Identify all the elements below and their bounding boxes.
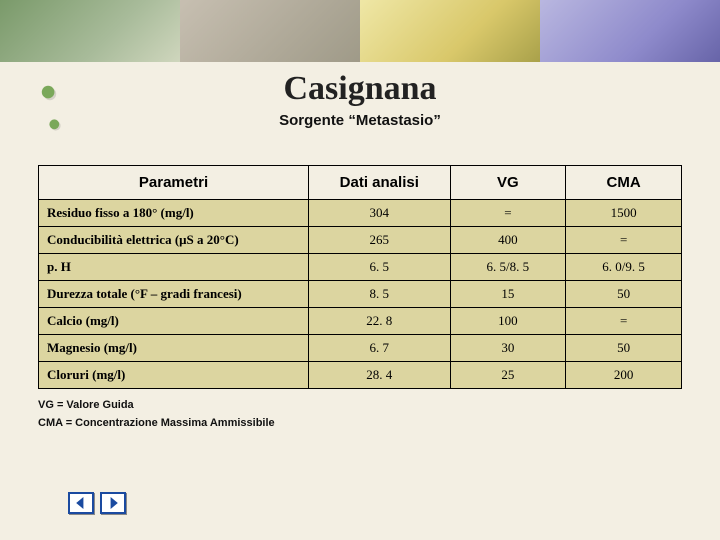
cell-dati: 8. 5 xyxy=(309,281,450,308)
nav-prev-button[interactable] xyxy=(68,492,94,514)
cell-cma: = xyxy=(566,308,682,335)
cell-vg: 400 xyxy=(450,227,566,254)
table-row: p. H6. 56. 5/8. 56. 0/9. 5 xyxy=(39,254,682,281)
banner-segment xyxy=(540,0,720,62)
cell-dati: 304 xyxy=(309,200,450,227)
col-header-vg: VG xyxy=(450,166,566,200)
table-row: Conducibilità elettrica (μS a 20°C)26540… xyxy=(39,227,682,254)
cell-dati: 22. 8 xyxy=(309,308,450,335)
col-header-parametri: Parametri xyxy=(39,166,309,200)
parameters-table: Parametri Dati analisi VG CMA Residuo fi… xyxy=(38,165,682,389)
cell-dati: 28. 4 xyxy=(309,362,450,389)
cell-param: Cloruri (mg/l) xyxy=(39,362,309,389)
cell-vg: 100 xyxy=(450,308,566,335)
cell-cma: 6. 0/9. 5 xyxy=(566,254,682,281)
cell-param: Calcio (mg/l) xyxy=(39,308,309,335)
cell-dati: 6. 7 xyxy=(309,335,450,362)
table-header-row: Parametri Dati analisi VG CMA xyxy=(39,166,682,200)
table-row: Cloruri (mg/l)28. 425200 xyxy=(39,362,682,389)
cell-vg: 30 xyxy=(450,335,566,362)
decorative-banner xyxy=(0,0,720,62)
banner-segment xyxy=(0,0,180,62)
parameters-table-container: Parametri Dati analisi VG CMA Residuo fi… xyxy=(38,165,682,389)
cell-dati: 265 xyxy=(309,227,450,254)
cell-vg: 6. 5/8. 5 xyxy=(450,254,566,281)
table-row: Residuo fisso a 180° (mg/l)304=1500 xyxy=(39,200,682,227)
cell-cma: 50 xyxy=(566,335,682,362)
cell-param: Residuo fisso a 180° (mg/l) xyxy=(39,200,309,227)
legend-cma: CMA = Concentrazione Massima Ammissibile xyxy=(38,417,720,429)
cell-cma: = xyxy=(566,227,682,254)
slide-nav xyxy=(68,492,126,514)
cell-param: p. H xyxy=(39,254,309,281)
cell-param: Durezza totale (°F – gradi francesi) xyxy=(39,281,309,308)
cell-cma: 1500 xyxy=(566,200,682,227)
table-row: Magnesio (mg/l)6. 73050 xyxy=(39,335,682,362)
cell-dati: 6. 5 xyxy=(309,254,450,281)
cell-vg: 25 xyxy=(450,362,566,389)
nav-prev-icon xyxy=(75,497,87,509)
col-header-cma: CMA xyxy=(566,166,682,200)
cell-cma: 200 xyxy=(566,362,682,389)
page-subtitle: Sorgente “Metastasio” xyxy=(0,112,720,129)
page-title: Casignana xyxy=(0,70,720,108)
cell-vg: 15 xyxy=(450,281,566,308)
table-row: Calcio (mg/l)22. 8100= xyxy=(39,308,682,335)
cell-param: Conducibilità elettrica (μS a 20°C) xyxy=(39,227,309,254)
banner-segment xyxy=(360,0,540,62)
leaf-bullet-icon xyxy=(40,84,58,102)
cell-vg: = xyxy=(450,200,566,227)
cell-param: Magnesio (mg/l) xyxy=(39,335,309,362)
legend: VG = Valore Guida CMA = Concentrazione M… xyxy=(38,399,720,429)
nav-next-icon xyxy=(107,497,119,509)
banner-segment xyxy=(180,0,360,62)
leaf-bullet-icon xyxy=(48,118,62,132)
table-row: Durezza totale (°F – gradi francesi)8. 5… xyxy=(39,281,682,308)
nav-next-button[interactable] xyxy=(100,492,126,514)
col-header-dati-analisi: Dati analisi xyxy=(309,166,450,200)
legend-vg: VG = Valore Guida xyxy=(38,399,720,411)
cell-cma: 50 xyxy=(566,281,682,308)
